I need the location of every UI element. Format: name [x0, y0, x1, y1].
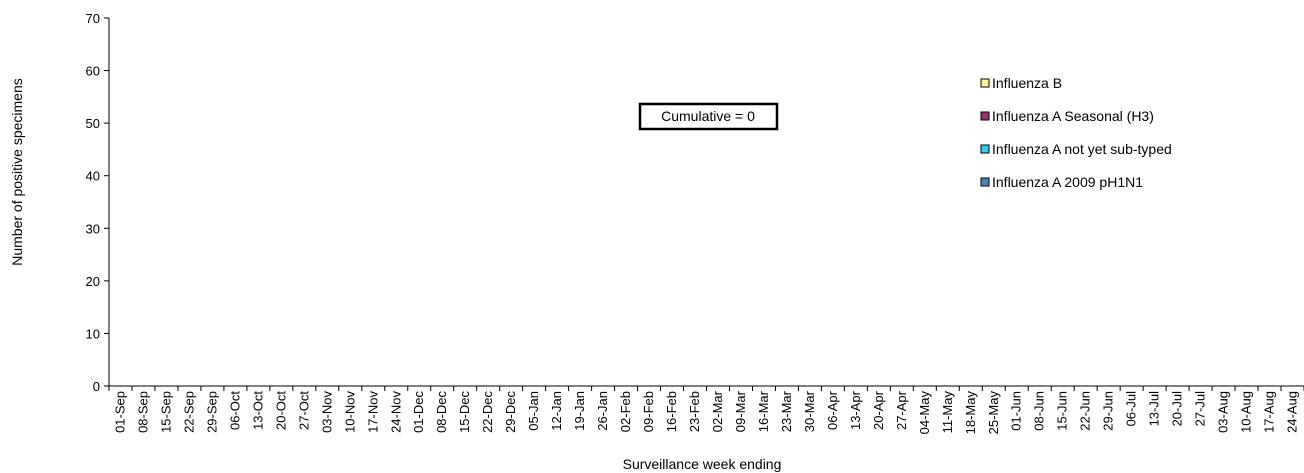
x-tick-label: 12-Jan [549, 391, 564, 431]
x-tick-label: 29-Sep [204, 391, 219, 433]
x-tick-label: 25-May [986, 391, 1001, 435]
x-tick-label: 27-Jul [1193, 391, 1208, 427]
x-tick-label: 06-Apr [825, 390, 840, 430]
cumulative-annotation: Cumulative = 0 [638, 102, 779, 131]
x-tick-label: 10-Aug [1239, 391, 1254, 433]
y-tick-label: 40 [86, 169, 100, 184]
x-axis-title: Surveillance week ending [623, 456, 782, 472]
x-tick-label: 08-Jun [1032, 391, 1047, 431]
x-tick-label: 03-Aug [1216, 391, 1231, 433]
x-tick-label: 29-Dec [503, 391, 518, 433]
x-axis: 01-Sep 08-Sep 15-Sep 22-Sep 29-Sep 06-Oct 13-O… [108, 385, 1304, 435]
x-tick-label: 02-Mar [710, 390, 725, 432]
x-tick-label: 04-May [917, 391, 932, 435]
x-tick-label: 23-Mar [779, 390, 794, 432]
x-tick-label: 23-Feb [687, 391, 702, 432]
x-tick-label: 01-Dec [411, 391, 426, 433]
legend-swatch [980, 177, 990, 187]
x-tick-label: 20-Jul [1170, 391, 1185, 427]
x-tick-label: 10-Nov [342, 391, 357, 433]
legend-label: Influenza B [992, 75, 1062, 91]
x-tick-label: 16-Feb [664, 391, 679, 432]
y-tick-label: 50 [86, 116, 100, 131]
x-tick-label: 01-Sep [112, 391, 127, 433]
legend-label: Influenza A Seasonal (H3) [992, 108, 1154, 124]
x-tick-label: 19-Jan [572, 391, 587, 431]
x-tick-label: 02-Feb [618, 391, 633, 432]
annotation-box [638, 102, 779, 131]
y-axis: 0 10 20 30 40 50 60 70 [86, 11, 110, 394]
legend: Influenza B Influenza A Seasonal (H3) Infl… [980, 75, 1172, 190]
y-axis-title: Number of positive specimens [9, 78, 25, 266]
x-tick-label: 22-Jun [1078, 391, 1093, 431]
x-tick-label: 24-Aug [1285, 391, 1300, 433]
x-tick-label: 16-Mar [756, 390, 771, 432]
x-tick-label: 06-Jul [1124, 391, 1139, 427]
x-tick-label: 27-Oct [296, 391, 311, 430]
x-tick-label: 15-Jun [1055, 391, 1070, 431]
x-tick-label: 08-Dec [434, 391, 449, 433]
x-tick-label: 13-Jul [1147, 391, 1162, 427]
y-tick-label: 70 [86, 11, 100, 26]
x-tick-label: 22-Dec [480, 391, 495, 433]
x-tick-label: 06-Oct [227, 391, 242, 430]
x-tick-label: 30-Mar [802, 390, 817, 432]
legend-label: Influenza A 2009 pH1N1 [992, 174, 1143, 190]
x-tick-label: 26-Jan [595, 391, 610, 431]
x-tick-label: 20-Apr [871, 390, 886, 430]
y-tick-label: 10 [86, 326, 100, 341]
x-tick-label: 05-Jan [526, 391, 541, 431]
y-tick-label: 0 [93, 379, 100, 394]
x-tick-label: 17-Aug [1262, 391, 1277, 433]
legend-swatch [980, 111, 990, 121]
x-tick-label: 13-Oct [250, 391, 265, 430]
x-tick-label: 09-Feb [641, 391, 656, 432]
annotation-text: Cumulative = 0 [661, 108, 755, 124]
x-tick-label: 15-Sep [158, 391, 173, 433]
x-tick-label: 09-Mar [733, 390, 748, 432]
y-tick-label: 60 [86, 64, 100, 79]
x-tick-label: 01-Jun [1009, 391, 1024, 431]
x-tick-label: 03-Nov [319, 391, 334, 433]
x-tick-label: 27-Apr [894, 390, 909, 430]
x-tick-label: 13-Apr [848, 390, 863, 430]
x-tick-label: 20-Oct [273, 391, 288, 430]
x-tick-label: 15-Dec [457, 391, 472, 433]
x-tick-label: 11-May [940, 391, 955, 434]
x-tick-label: 17-Nov [365, 391, 380, 433]
y-tick-label: 30 [86, 221, 100, 236]
legend-swatch [980, 78, 990, 88]
x-tick-label: 29-Jun [1101, 391, 1116, 431]
x-tick-label: 22-Sep [181, 391, 196, 433]
y-tick-label: 20 [86, 274, 100, 289]
legend-swatch [980, 144, 990, 154]
x-tick-label: 24-Nov [388, 391, 403, 433]
x-tick-label: 18-May [963, 391, 978, 435]
legend-label: Influenza A not yet sub-typed [992, 141, 1172, 157]
x-tick-label: 08-Sep [135, 391, 150, 433]
